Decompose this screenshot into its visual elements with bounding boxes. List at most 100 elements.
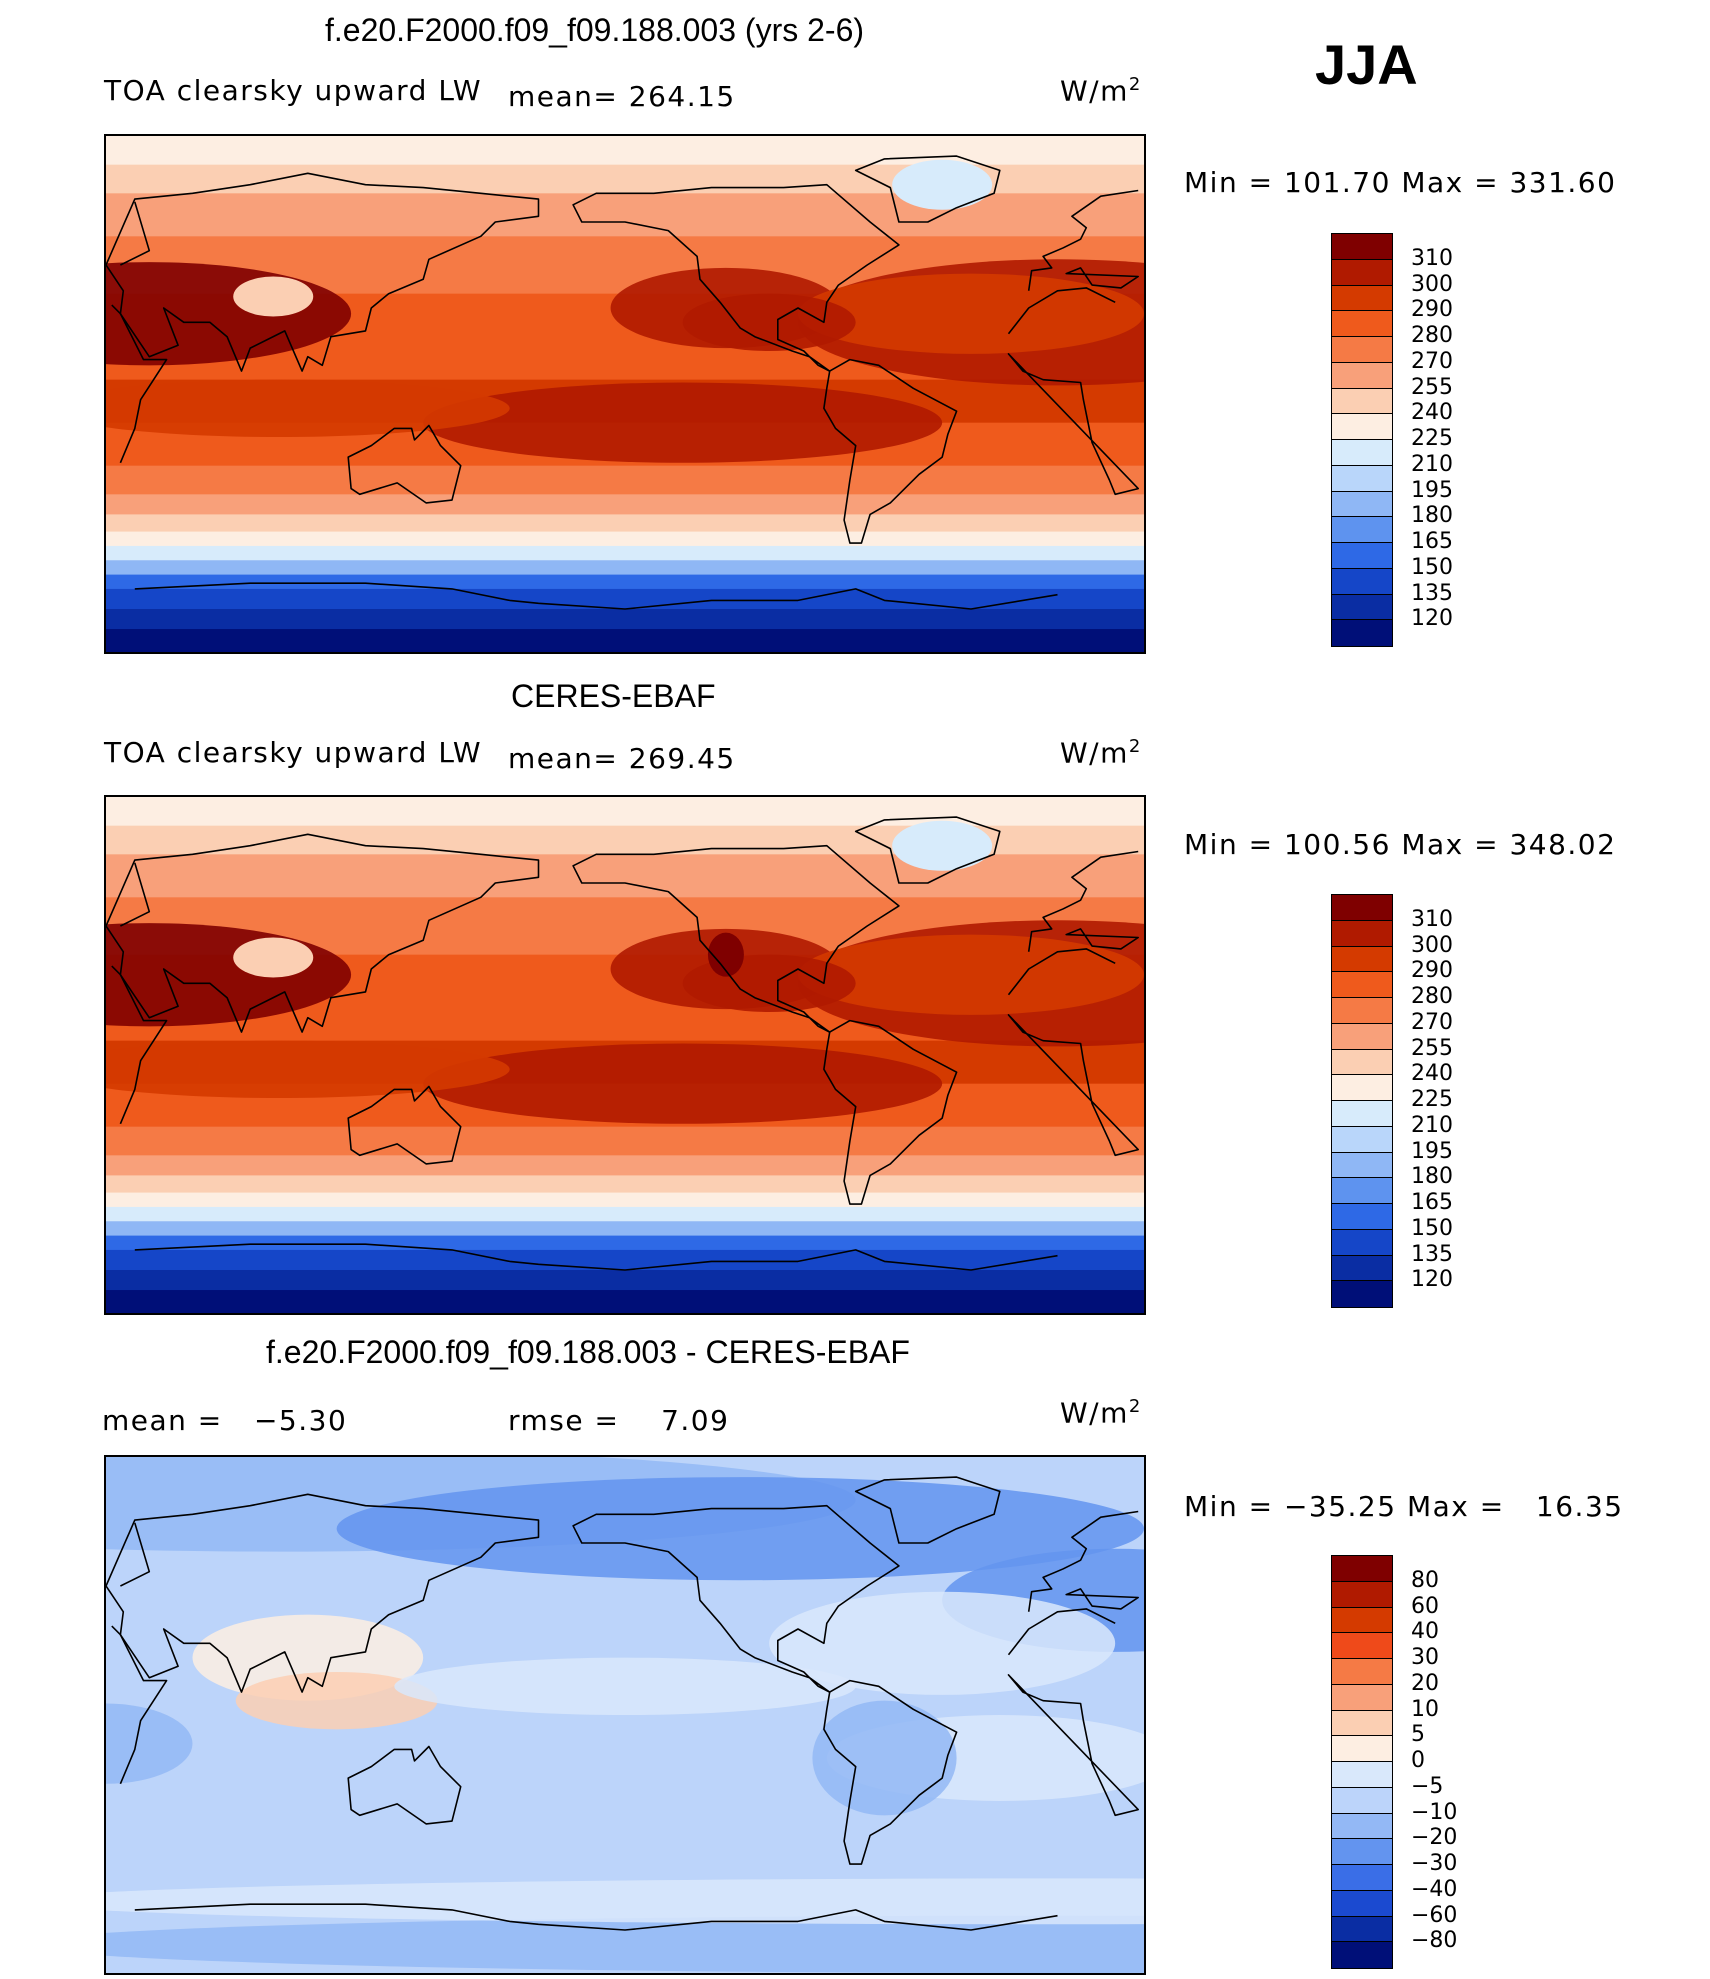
coastline-europe xyxy=(120,189,1139,291)
coastline-samerica xyxy=(823,358,958,544)
colorbar-box xyxy=(1331,464,1393,492)
colorbar-tick-label: 290 xyxy=(1411,297,1453,323)
colorbar-tick-label: 225 xyxy=(1411,1087,1453,1112)
colorbar-tick-label: 180 xyxy=(1411,1164,1453,1190)
coastline-europe xyxy=(120,850,1139,952)
colorbar-tick-label: −40 xyxy=(1411,1876,1458,1902)
colorbar-box xyxy=(1331,971,1393,999)
colorbar-tick-label: −5 xyxy=(1411,1773,1444,1799)
colorbar-tick-label: 40 xyxy=(1411,1619,1439,1645)
colorbar-box xyxy=(1331,1022,1393,1050)
coastline-namerica xyxy=(572,1504,900,1693)
colorbar-tick-label: 270 xyxy=(1411,1009,1453,1035)
colorbar-tick-label: 135 xyxy=(1411,580,1453,606)
panel3-title: f.e20.F2000.f09_f09.188.003 - CERES-EBAF xyxy=(266,1334,910,1370)
colorbar-box xyxy=(1331,619,1393,647)
colorbar-tick-label: −60 xyxy=(1411,1902,1458,1928)
colorbar-box xyxy=(1331,1812,1393,1840)
coastline-greenland xyxy=(854,155,1001,223)
colorbar-box xyxy=(1331,1228,1393,1256)
colorbar-box xyxy=(1331,1915,1393,1943)
colorbar-box xyxy=(1331,1941,1393,1969)
colorbar-tick-label: 135 xyxy=(1411,1241,1453,1267)
colorbar-box xyxy=(1331,593,1393,621)
colorbar-box xyxy=(1331,1632,1393,1660)
colorbar-box xyxy=(1331,361,1393,389)
coastline-namerica xyxy=(572,844,900,1033)
field-layer xyxy=(106,136,1144,652)
colorbar-box xyxy=(1331,542,1393,570)
colorbar-box xyxy=(1331,336,1393,364)
colorbar-box xyxy=(1331,1889,1393,1917)
coastlines xyxy=(106,816,1139,1271)
coastline-asia xyxy=(106,172,540,372)
coastline-namerica xyxy=(572,183,900,372)
coastline-greenland xyxy=(854,1476,1001,1544)
coastline-antarctica xyxy=(134,1903,1058,1931)
colorbar-box xyxy=(1331,1838,1393,1866)
coastline-asia xyxy=(106,833,540,1033)
colorbar-box xyxy=(1331,413,1393,441)
colorbar-box xyxy=(1331,997,1393,1025)
colorbar-box xyxy=(1331,894,1393,922)
colorbar-box xyxy=(1331,1048,1393,1076)
colorbar-tick-label: 5 xyxy=(1411,1722,1425,1748)
colorbar-box xyxy=(1331,945,1393,973)
colorbar-tick-label: 180 xyxy=(1411,503,1453,529)
colorbar-tick-label: 280 xyxy=(1411,984,1453,1009)
colorbar-tick-label: 165 xyxy=(1411,529,1453,554)
field-layer xyxy=(106,1457,1144,1973)
colorbar-box xyxy=(1331,1864,1393,1892)
colorbar-box xyxy=(1331,1683,1393,1711)
colorbar-tick-label: 20 xyxy=(1411,1670,1439,1696)
colorbar-box xyxy=(1331,1177,1393,1205)
coastline-australia xyxy=(347,1085,462,1165)
panel3-minmax: Min = −35.25 Max = 16.35 xyxy=(1184,1490,1624,1523)
colorbar-box xyxy=(1331,1254,1393,1282)
coastline-antarctica xyxy=(134,1243,1058,1271)
panel2-variable: TOA clearsky upward LW xyxy=(104,736,483,769)
colorbar-tick-label: 165 xyxy=(1411,1190,1453,1215)
colorbar-box xyxy=(1331,439,1393,467)
panel2-minmax: Min = 100.56 Max = 348.02 xyxy=(1184,828,1617,861)
colorbar-tick-label: 300 xyxy=(1411,932,1453,958)
coastline-greenland xyxy=(854,816,1001,884)
panel1-map xyxy=(104,134,1146,654)
coastline-antarctica xyxy=(134,582,1058,610)
colorbar-box xyxy=(1331,1658,1393,1686)
colorbar-tick-label: 225 xyxy=(1411,426,1453,451)
colorbar-tick-label: 290 xyxy=(1411,958,1453,984)
colorbar-tick-label: 240 xyxy=(1411,400,1453,426)
panel3-rmse: rmse = 7.09 xyxy=(508,1404,730,1437)
coastline-asia xyxy=(106,1493,540,1693)
colorbar-box xyxy=(1331,1151,1393,1179)
panel2-title: CERES-EBAF xyxy=(511,678,716,714)
colorbar-box xyxy=(1331,1125,1393,1153)
coastlines xyxy=(106,155,1139,610)
field-layer xyxy=(106,797,1144,1313)
panel1-variable: TOA clearsky upward LW xyxy=(104,74,483,107)
panel1-mean: mean= 264.15 xyxy=(508,80,736,113)
colorbar-box xyxy=(1331,1709,1393,1737)
panel1-title: f.e20.F2000.f09_f09.188.003 (yrs 2-6) xyxy=(325,12,865,48)
colorbar-box xyxy=(1331,233,1393,261)
colorbar-box xyxy=(1331,1203,1393,1231)
panel1-minmax: Min = 101.70 Max = 331.60 xyxy=(1184,166,1617,199)
colorbar-tick-label: −20 xyxy=(1411,1825,1458,1851)
panel2-map xyxy=(104,795,1146,1315)
coastline-australia xyxy=(347,424,462,504)
colorbar-tick-label: 310 xyxy=(1411,245,1453,271)
colorbar-box xyxy=(1331,919,1393,947)
colorbar-box xyxy=(1331,1580,1393,1608)
colorbar-tick-label: 210 xyxy=(1411,1112,1453,1138)
colorbar-tick-label: 80 xyxy=(1411,1567,1439,1593)
colorbar-tick-label: 150 xyxy=(1411,1215,1453,1241)
colorbar-box xyxy=(1331,310,1393,338)
colorbar-tick-label: 300 xyxy=(1411,271,1453,297)
colorbar-tick-label: −80 xyxy=(1411,1928,1458,1954)
colorbar-box xyxy=(1331,1606,1393,1634)
colorbar-tick-label: −10 xyxy=(1411,1799,1458,1825)
panel3-mean: mean = −5.30 xyxy=(102,1404,348,1437)
colorbar-tick-label: 150 xyxy=(1411,554,1453,580)
coastline-australia xyxy=(347,1745,462,1825)
